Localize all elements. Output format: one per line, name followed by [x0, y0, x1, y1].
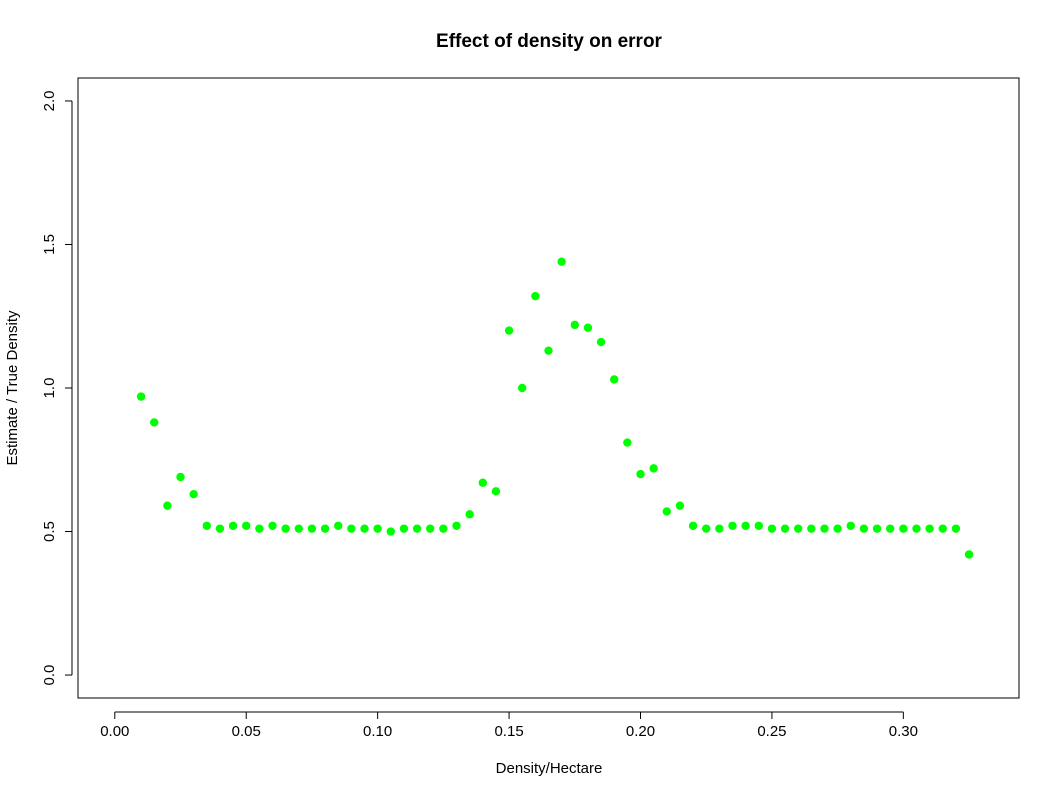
chart-title: Effect of density on error [436, 31, 663, 52]
data-point [136, 392, 146, 401]
data-point [623, 438, 632, 447]
data-point [662, 507, 671, 516]
data-point [465, 510, 474, 519]
data-point [912, 524, 921, 533]
data-point [373, 524, 382, 533]
data-point [754, 521, 763, 530]
data-point [386, 527, 395, 536]
data-points [136, 257, 974, 559]
data-point [399, 524, 409, 533]
x-tick-label: 0.10 [363, 723, 392, 740]
x-tick-label: 0.15 [494, 723, 523, 740]
x-tick-label: 0.05 [232, 723, 261, 740]
data-point [334, 521, 343, 530]
plot-area [77, 77, 1020, 699]
data-point [360, 524, 369, 533]
data-point [596, 337, 606, 347]
x-tick-label: 0.25 [757, 723, 786, 740]
x-axis: 0.00 0.05 0.10 0.15 0.20 0.25 0.30 [100, 711, 918, 740]
y-tick-label: 1.5 [41, 234, 58, 255]
data-point [636, 469, 645, 479]
data-point [925, 524, 934, 533]
x-tick-label: 0.20 [626, 723, 655, 740]
data-point [649, 464, 658, 473]
data-point [189, 490, 198, 499]
data-point [859, 524, 869, 533]
data-point [176, 472, 185, 482]
data-point [163, 501, 172, 510]
data-point [899, 524, 908, 533]
data-point [347, 524, 356, 533]
x-tick-label: 0.30 [889, 723, 918, 740]
data-point [794, 524, 803, 533]
data-point [820, 524, 829, 533]
data-point [426, 524, 435, 533]
data-point [307, 524, 317, 533]
data-point [294, 524, 303, 533]
y-axis-label: Estimate / True Density [4, 310, 21, 466]
data-point [518, 383, 527, 393]
y-tick-label: 2.0 [41, 91, 58, 112]
x-axis-label: Density/Hectare [496, 760, 603, 777]
data-point [715, 524, 724, 533]
y-tick-label: 0.0 [41, 665, 58, 686]
data-point [583, 323, 593, 332]
data-point [833, 524, 842, 533]
data-point [228, 521, 238, 530]
data-point [741, 521, 750, 530]
data-point [531, 291, 540, 301]
data-point [557, 257, 566, 266]
data-point [255, 524, 264, 533]
data-point [807, 524, 816, 533]
data-point [610, 375, 619, 384]
data-point [491, 487, 501, 496]
data-point [675, 501, 685, 510]
y-tick-label: 0.5 [41, 521, 58, 542]
data-point [202, 521, 211, 530]
data-point [268, 521, 277, 530]
x-tick-label: 0.00 [100, 723, 129, 740]
data-point [846, 521, 855, 530]
data-point [767, 524, 777, 533]
data-point [150, 418, 159, 427]
data-point [688, 521, 698, 530]
data-point [886, 524, 895, 533]
data-point [452, 521, 461, 530]
y-axis: 0.0 0.5 1.0 1.5 2.0 [41, 91, 73, 686]
data-point [215, 524, 225, 533]
data-point [702, 524, 711, 533]
data-point [439, 524, 448, 533]
data-point [938, 524, 947, 533]
y-tick-label: 1.0 [41, 378, 58, 399]
data-point [728, 521, 737, 530]
data-point [412, 524, 422, 533]
data-point [320, 524, 330, 533]
data-point [951, 524, 961, 533]
data-point [570, 320, 579, 330]
data-point [872, 524, 882, 533]
data-point [780, 524, 790, 533]
data-point [504, 326, 514, 335]
data-point [281, 524, 290, 533]
data-point [478, 478, 487, 487]
data-point [544, 346, 553, 355]
data-point [242, 521, 251, 530]
data-point [964, 550, 974, 559]
